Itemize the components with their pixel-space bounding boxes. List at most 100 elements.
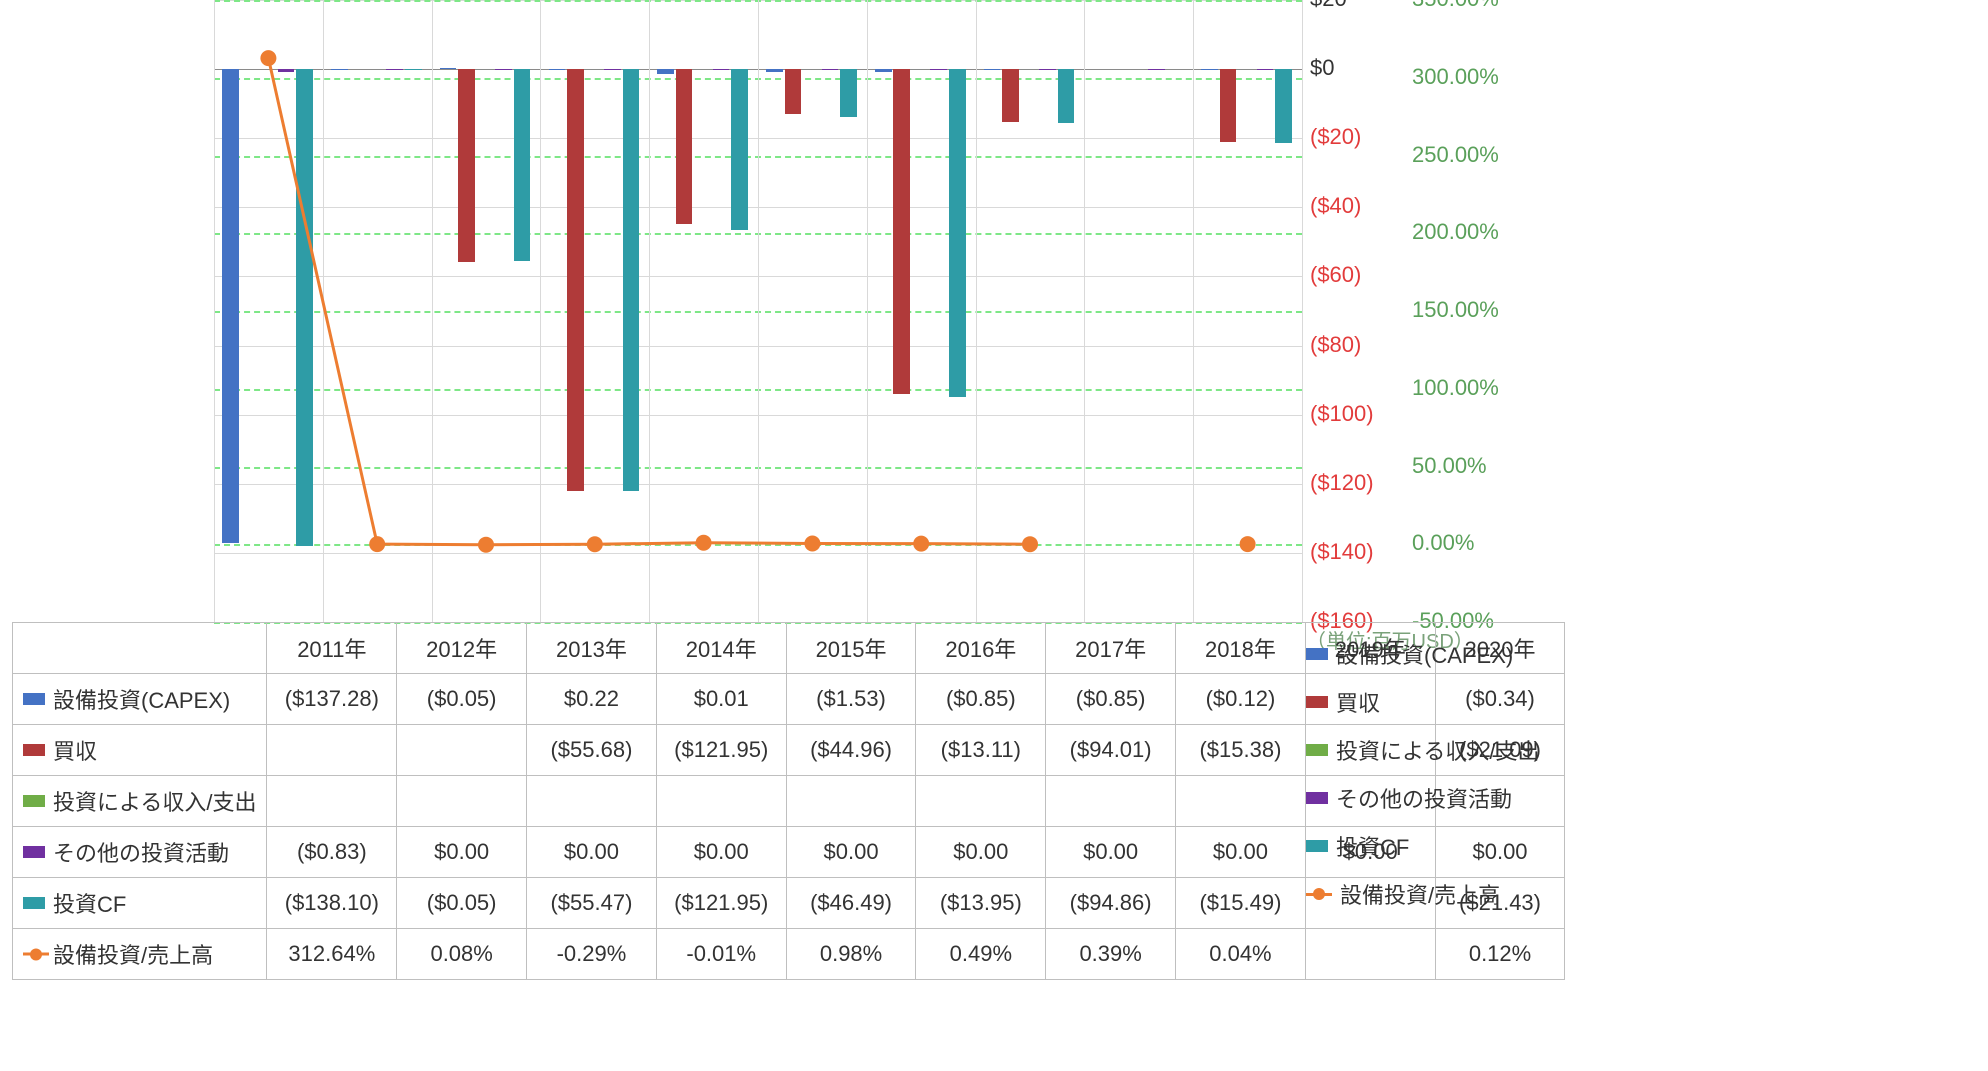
cell: -0.29% xyxy=(527,929,657,980)
cell xyxy=(916,776,1046,827)
cell: ($0.05) xyxy=(397,878,527,929)
cell: ($121.95) xyxy=(656,878,786,929)
cell: $0.00 xyxy=(1176,827,1306,878)
right-axis-tick: 300.00% xyxy=(1412,64,1499,90)
row-label: 設備投資/売上高 xyxy=(53,943,213,968)
line-layer xyxy=(214,0,1302,622)
legend-swatch xyxy=(1306,893,1332,896)
legend-swatch xyxy=(1306,744,1328,756)
marker-ratio xyxy=(804,535,820,551)
right-axis-tick: 150.00% xyxy=(1412,297,1499,323)
cell: 0.98% xyxy=(786,929,916,980)
cell: $0.00 xyxy=(786,827,916,878)
marker-ratio xyxy=(913,536,929,552)
legend-item: 投資CF xyxy=(1306,822,1539,870)
left-axis-tick: $0 xyxy=(1310,55,1334,81)
legend-item: 設備投資/売上高 xyxy=(1306,870,1539,918)
cell: ($13.11) xyxy=(916,725,1046,776)
cell: 0.08% xyxy=(397,929,527,980)
right-axis-tick: 350.00% xyxy=(1412,0,1499,12)
row-label: 設備投資(CAPEX) xyxy=(53,688,230,713)
legend-label: 設備投資(CAPEX) xyxy=(1336,638,1513,670)
table-corner xyxy=(13,623,267,674)
cell: ($55.68) xyxy=(527,725,657,776)
cell xyxy=(656,776,786,827)
cell: ($13.95) xyxy=(916,878,1046,929)
cell: ($0.83) xyxy=(267,827,397,878)
cell: ($15.49) xyxy=(1176,878,1306,929)
cell xyxy=(786,776,916,827)
legend-label: 投資CF xyxy=(1336,830,1409,862)
cell: ($138.10) xyxy=(267,878,397,929)
left-axis-tick: ($120) xyxy=(1310,470,1374,496)
legend-swatch xyxy=(1306,792,1328,804)
cell: $0.22 xyxy=(527,674,657,725)
cell: 312.64% xyxy=(267,929,397,980)
row-label: 買収 xyxy=(53,739,97,764)
legend: 設備投資(CAPEX) 買収投資による収入/支出その他の投資活動投資CF 設備投資/… xyxy=(1306,630,1539,918)
cell: $0.00 xyxy=(656,827,786,878)
right-axis-tick: 200.00% xyxy=(1412,219,1499,245)
right-axis-tick: 0.00% xyxy=(1412,530,1474,556)
marker-ratio xyxy=(260,50,276,66)
cell: ($1.53) xyxy=(786,674,916,725)
col-header: 2015年 xyxy=(786,623,916,674)
col-header: 2012年 xyxy=(397,623,527,674)
cell xyxy=(397,725,527,776)
col-header: 2017年 xyxy=(1046,623,1176,674)
row-label: その他の投資活動 xyxy=(53,841,229,866)
marker-ratio xyxy=(696,535,712,551)
cell: ($15.38) xyxy=(1176,725,1306,776)
line-ratio xyxy=(268,58,1247,545)
marker-ratio xyxy=(1240,536,1256,552)
left-axis-tick: ($100) xyxy=(1310,401,1374,427)
col-header: 2013年 xyxy=(527,623,657,674)
cell: ($137.28) xyxy=(267,674,397,725)
left-axis-tick: ($80) xyxy=(1310,332,1361,358)
legend-item: 設備投資(CAPEX) xyxy=(1306,630,1539,678)
legend-item: その他の投資活動 xyxy=(1306,774,1539,822)
cell: -0.01% xyxy=(656,929,786,980)
cell: $0.00 xyxy=(1046,827,1176,878)
cell: $0.00 xyxy=(397,827,527,878)
cell: ($121.95) xyxy=(656,725,786,776)
cell: 0.49% xyxy=(916,929,1046,980)
legend-item: 買収 xyxy=(1306,678,1539,726)
cell xyxy=(1046,776,1176,827)
table-row: 設備投資/売上高 312.64%0.08%-0.29%-0.01%0.98%0.4… xyxy=(13,929,1565,980)
cell: 0.39% xyxy=(1046,929,1176,980)
col-header: 2018年 xyxy=(1176,623,1306,674)
cell: ($44.96) xyxy=(786,725,916,776)
legend-item: 投資による収入/支出 xyxy=(1306,726,1539,774)
cell: ($55.47) xyxy=(527,878,657,929)
right-axis-tick: 250.00% xyxy=(1412,142,1499,168)
left-axis-tick: ($40) xyxy=(1310,193,1361,219)
cell: ($94.86) xyxy=(1046,878,1176,929)
marker-ratio xyxy=(1022,536,1038,552)
cell xyxy=(267,776,397,827)
left-axis-tick: $20 xyxy=(1310,0,1347,12)
cell: ($46.49) xyxy=(786,878,916,929)
cell: ($0.12) xyxy=(1176,674,1306,725)
cell xyxy=(267,725,397,776)
marker-ratio xyxy=(478,537,494,553)
cell: ($0.85) xyxy=(1046,674,1176,725)
legend-swatch xyxy=(1306,696,1328,708)
legend-label: その他の投資活動 xyxy=(1336,782,1512,814)
col-header: 2011年 xyxy=(267,623,397,674)
legend-swatch xyxy=(1306,648,1328,660)
cell: 0.04% xyxy=(1176,929,1306,980)
cell xyxy=(397,776,527,827)
cell xyxy=(527,776,657,827)
right-axis-tick: 100.00% xyxy=(1412,375,1499,401)
chart-plot xyxy=(214,0,1302,622)
left-axis-tick: ($60) xyxy=(1310,262,1361,288)
marker-ratio xyxy=(369,536,385,552)
cell xyxy=(1305,929,1435,980)
left-axis-tick: ($20) xyxy=(1310,124,1361,150)
col-header: 2014年 xyxy=(656,623,786,674)
cell xyxy=(1176,776,1306,827)
cell: $0.00 xyxy=(527,827,657,878)
left-axis-tick: ($140) xyxy=(1310,539,1374,565)
row-label: 投資CF xyxy=(53,892,126,917)
